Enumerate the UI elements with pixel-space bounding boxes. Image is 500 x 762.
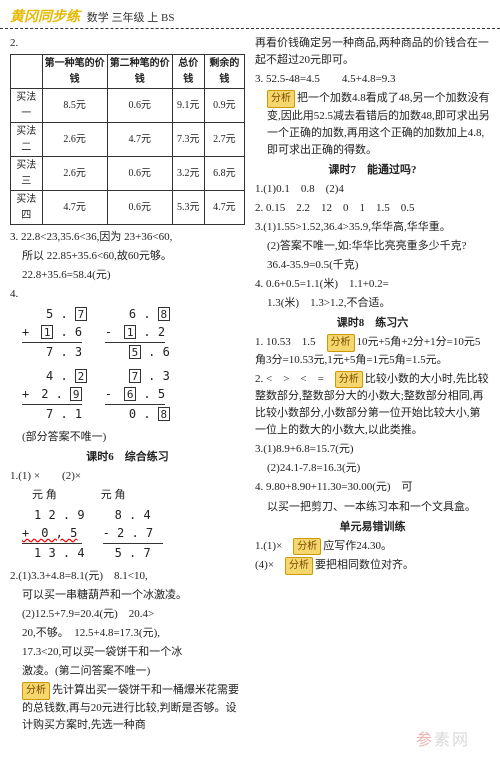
vertical-calc: 1 2 . 9 + 0 , 5 1 3 . 4 [22, 508, 85, 564]
q2-label: 2. [10, 35, 245, 52]
vertical-calc: 7 . 3 - 6 . 5 0 . 8 [105, 369, 170, 425]
th: 剩余的钱 [204, 55, 244, 89]
th: 总价钱 [172, 55, 204, 89]
s6-line: 20,不够。 12.5+4.8=17.3(元), [10, 625, 245, 642]
q3-line: 22.8+35.6=58.4(元) [10, 267, 245, 284]
err-line: (4)× 分析要把相同数位对齐。 [255, 557, 490, 575]
vertical-calc: 8 . 4 - 2 . 7 5 . 7 [103, 508, 163, 564]
table-row: 买法一8.5元0.6元9.1元0.9元 [11, 89, 245, 123]
s8-line: 3.(1)8.9+6.8=15.7(元) [255, 441, 490, 458]
watermark: 参素网 [416, 726, 470, 750]
header-sub: 数学 三年级 上 BS [87, 12, 175, 24]
vertical-calc: 4 . 2 + 2 . 9 7 . 1 [22, 369, 87, 425]
section-title: 课时6 综合练习 [10, 449, 245, 466]
s6-line: 可以买一串糖葫芦和一个冰激凌。 [10, 587, 245, 604]
section-title: 课时7 能通过吗? [255, 162, 490, 179]
s8-line: 以买一把剪刀、一本练习本和一个文具盒。 [255, 499, 490, 516]
q3-line: 3. 22.8<23,35.6<36,因为 23+36<60, [10, 229, 245, 246]
th: 第二种笔的价钱 [107, 55, 172, 89]
s7-line: (2)答案不唯一,如:华华比亮亮重多少千克? [255, 238, 490, 255]
s6-line: (2)12.5+7.9=20.4(元) 20.4> [10, 606, 245, 623]
analysis: 分析把一个加数4.8看成了48,另一个加数没有变,因此用52.5减去看错后的加数… [255, 90, 490, 159]
price-table: 第一种笔的价钱 第二种笔的价钱 总价钱 剩余的钱 买法一8.5元0.6元9.1元… [10, 54, 245, 225]
q4-label: 4. [10, 286, 245, 303]
q3-line: 所以 22.85+35.6<60,故60元够。 [10, 248, 245, 265]
section-title: 课时8 练习六 [255, 315, 490, 332]
s7-line: 1.(1)0.1 0.8 (2)4 [255, 181, 490, 198]
columns: 2. 第一种笔的价钱 第二种笔的价钱 总价钱 剩余的钱 买法一8.5元0.6元9… [0, 35, 500, 736]
s7-line: 3.(1)1.55>1.52,36.4>35.9,华华高,华华重。 [255, 219, 490, 236]
vertical-calc: 6 . 8 - 1 . 2 5 . 6 [105, 307, 170, 363]
tag-icon: 分析 [335, 371, 363, 389]
page-header: 黄冈同步练 数学 三年级 上 BS [0, 0, 500, 29]
s8-line: 1. 10.53 1.5 分析10元+5角+2分+1分=10元5角3分=10.5… [255, 334, 490, 369]
s7-line: 2. 0.15 2.2 12 0 1 1.5 0.5 [255, 200, 490, 217]
th [11, 55, 43, 89]
table-row: 买法二2.6元4.7元7.3元2.7元 [11, 123, 245, 157]
section-title: 单元易错训练 [255, 519, 490, 536]
r-line: 再看价钱确定另一种商品,两种商品的价钱合在一起不超过20元即可。 [255, 35, 490, 69]
r-line: 3. 52.5-48=4.5 4.5+4.8=9.3 [255, 71, 490, 88]
tag-icon: 分析 [285, 557, 313, 575]
s7-line: 1.3(米) 1.3>1.2,不合适。 [255, 295, 490, 312]
analysis: 分析先计算出买一袋饼干和一桶爆米花需要的总钱数,再与20元进行比较,判断是否够。… [10, 682, 245, 734]
tag-icon: 分析 [293, 538, 321, 556]
calc-row: 5 . 7 + 1 . 6 7 . 3 6 . 8 - 1 . 2 5 . 6 [22, 307, 245, 365]
s6-line: 17.3<20,可以买一袋饼干和一个冰 [10, 644, 245, 661]
calc-row: 1 2 . 9 + 0 , 5 1 3 . 4 8 . 4 - 2 . 7 5 … [22, 508, 245, 566]
s6-line: 激凌。(第二问答案不唯一) [10, 663, 245, 680]
s7-line: 4. 0.6+0.5=1.1(米) 1.1+0.2= [255, 276, 490, 293]
calc-note: (部分答案不唯一) [10, 429, 245, 446]
left-column: 2. 第一种笔的价钱 第二种笔的价钱 总价钱 剩余的钱 买法一8.5元0.6元9… [10, 35, 245, 736]
err-line: 1.(1)× 分析应写作24.30。 [255, 538, 490, 556]
s8-line: 2. < > < = 分析比较小数的大小时,先比较整数部分,整数部分大的小数大;… [255, 371, 490, 440]
table-row: 买法四4.7元0.6元5.3元4.7元 [11, 191, 245, 225]
tag-icon: 分析 [267, 90, 295, 108]
th: 第一种笔的价钱 [42, 55, 107, 89]
s8-line: (2)24.1-7.8=16.3(元) [255, 460, 490, 477]
s6-cols: 元 角 元 角 [10, 487, 245, 504]
right-column: 再看价钱确定另一种商品,两种商品的价钱合在一起不超过20元即可。 3. 52.5… [255, 35, 490, 736]
table-row: 买法三2.6元0.6元3.2元6.8元 [11, 157, 245, 191]
s6-q1: 1.(1) × (2)× [10, 468, 245, 485]
brand: 黄冈同步练 [10, 10, 80, 25]
s8-line: 4. 9.80+8.90+11.30=30.00(元) 可 [255, 479, 490, 496]
calc-row: 4 . 2 + 2 . 9 7 . 1 7 . 3 - 6 . 5 0 . 8 [22, 369, 245, 427]
s6-line: 2.(1)3.3+4.8=8.1(元) 8.1<10, [10, 568, 245, 585]
tag-icon: 分析 [22, 682, 50, 700]
vertical-calc: 5 . 7 + 1 . 6 7 . 3 [22, 307, 87, 363]
table-row: 第一种笔的价钱 第二种笔的价钱 总价钱 剩余的钱 [11, 55, 245, 89]
tag-icon: 分析 [327, 334, 355, 352]
s7-line: 36.4-35.9=0.5(千克) [255, 257, 490, 274]
